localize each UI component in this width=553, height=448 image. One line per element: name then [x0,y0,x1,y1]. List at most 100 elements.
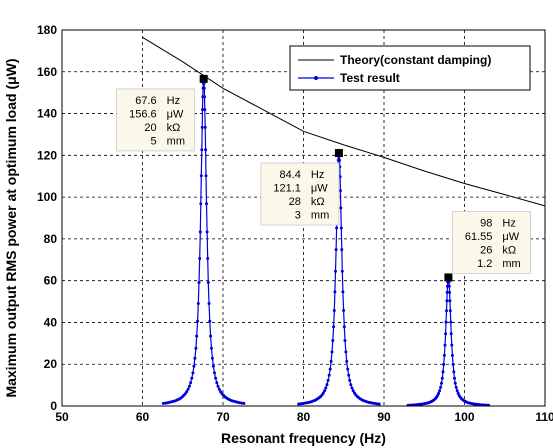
annotations: 67.6 Hz 156.6 μW 20 kΩ 5 mm 84.4 Hz 121.1 μW 28 kΩ 3 mm… [116,88,531,274]
test-result-point [450,343,454,347]
test-result-point [444,320,448,324]
test-result-point [210,346,213,350]
test-result-point [207,302,211,305]
test-result-point [445,309,448,313]
test-result-point [196,319,200,323]
test-result-point [194,346,198,350]
test-result-point [325,383,329,387]
annotation-unit: μW [311,183,328,195]
test-result-point [202,86,206,90]
annotation-value: 84.4 [279,169,300,181]
annotation-value: 98 [480,217,492,229]
test-result-point [377,402,381,406]
legend-label-test: Test result [340,71,400,85]
test-result-point [442,362,446,366]
annotation-unit: Hz [502,217,515,229]
test-result-point [330,350,334,354]
tick-labels: 50 60 70 80 90 100 110 0 20 40 60 80 100 120 140 160 180 [37,23,553,424]
test-result-point [321,391,325,395]
legend: Theory(constant damping) Test result [289,45,531,91]
test-result-point [191,371,195,375]
test-result-point [190,376,194,380]
test-result-point [329,359,333,363]
test-result-point [340,269,344,273]
test-result-point [323,389,327,393]
test-result-point [324,386,328,390]
x-tick-label: 70 [216,410,230,424]
x-tick-label: 90 [377,410,391,424]
test-result-point [297,402,301,406]
test-result-point [209,334,213,338]
annotation-unit: μW [167,108,184,120]
test-result-point [334,269,337,273]
test-result-point [187,384,191,388]
annotation-3: 98 Hz 61.55 μW 26 kΩ 1.2 mm [451,211,531,274]
test-result-point [193,356,197,360]
annotation-value: 3 [295,210,301,222]
test-result-point [215,381,219,385]
test-result-point [203,108,207,112]
test-result-point [242,401,246,405]
annotation-1: 67.6 Hz 156.6 μW 20 kΩ 5 mm [116,88,196,152]
annotation-unit: Hz [311,169,324,181]
test-result-point [346,367,350,371]
resonance-peak-1 [161,74,246,405]
test-result-point [214,376,218,380]
test-result-point [201,108,204,112]
x-tick-label: 80 [297,410,311,424]
y-tick-label: 20 [44,357,58,371]
test-result-point [344,350,348,354]
y-tick-label: 160 [37,65,57,79]
test-result-point [375,402,379,406]
test-result-point [347,373,351,377]
test-result-point [448,309,452,313]
test-result-point [203,95,206,99]
test-result-point [448,290,452,294]
annotation-unit: Hz [167,95,180,107]
x-axis-label: Resonant frequency (Hz) [221,430,386,446]
test-result-point [342,325,346,329]
y-tick-label: 100 [37,190,57,204]
test-result-point [195,334,199,338]
test-result-point [206,257,210,260]
annotation-value: 121.1 [273,183,301,195]
y-axis-label: Maximum output RMS power at optimum load… [3,58,19,397]
annotation-box [116,88,196,152]
y-tick-label: 80 [44,232,58,246]
resonance-peak-2 [297,149,381,406]
test-result-point [335,226,339,230]
test-result-point [345,359,349,363]
annotation-unit: μW [502,231,519,243]
test-result-point [440,381,443,385]
test-result-point [189,381,193,385]
test-result-point [453,376,456,380]
x-tick-label: 110 [535,410,553,424]
test-result-point [451,362,455,366]
test-result-point [350,386,354,390]
plot-frame [61,29,546,407]
annotation-value: 28 [289,196,301,208]
test-result-point [444,332,448,336]
annotation-value: 26 [480,244,492,256]
test-result-point [447,284,451,288]
test-result-point [198,257,202,260]
test-result-point [204,148,208,152]
test-result-point [205,202,208,206]
test-result-point [217,387,221,391]
x-tick-label: 60 [136,410,150,424]
test-result-point [341,290,345,294]
test-result-point [437,391,441,395]
test-result-point [333,290,337,294]
peak-marker [444,273,453,282]
test-result-point [331,339,335,342]
y-tick-label: 120 [37,148,57,162]
annotation-box [260,162,340,226]
annotation-value: 61.55 [465,231,493,243]
y-tick-label: 140 [37,107,57,121]
y-tick-label: 0 [50,399,57,413]
annotation-unit: mm [502,258,520,270]
y-tick-label: 180 [37,23,57,37]
test-result-point [340,248,344,252]
test-result-point [199,202,203,206]
test-result-point [199,174,203,178]
